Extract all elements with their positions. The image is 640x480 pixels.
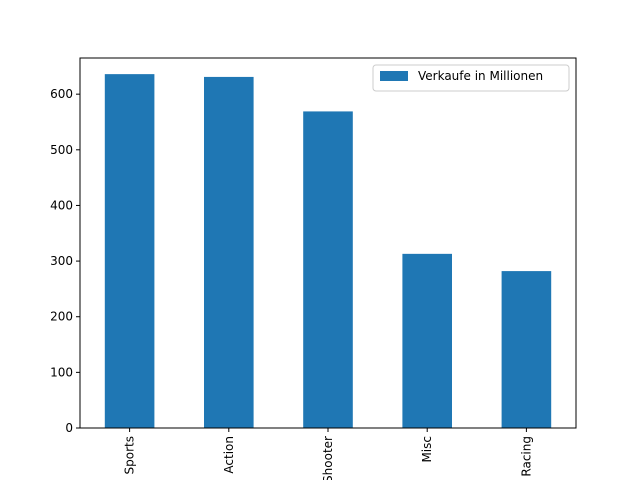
y-axis: 0 100 200 300 400 500 600	[50, 87, 80, 435]
x-tick-label-misc: Misc	[420, 436, 434, 463]
x-tick-label-shooter: Shooter	[321, 436, 335, 480]
bars-layer	[104, 74, 552, 428]
bar-action	[204, 76, 254, 428]
legend-box	[372, 64, 570, 92]
legend-label: Verkaufe in Millionen	[418, 69, 543, 83]
x-tick-label-racing: Racing	[519, 436, 533, 477]
y-tick-label: 500	[50, 143, 73, 157]
x-axis: Sports Action Shooter Misc Racing	[123, 428, 533, 480]
bar-shooter	[303, 111, 353, 428]
y-tick-label: 200	[50, 310, 73, 324]
legend: Verkaufe in Millionen	[372, 64, 570, 92]
bar-racing	[501, 271, 552, 428]
plot-frame	[79, 57, 577, 429]
bar-misc	[402, 253, 452, 428]
y-tick-label: 600	[50, 87, 73, 101]
y-tick-label: 0	[65, 421, 73, 435]
bar-sports	[104, 74, 155, 428]
y-tick-label: 400	[50, 198, 73, 212]
legend-swatch	[380, 71, 408, 81]
y-tick-label: 100	[50, 365, 73, 379]
x-tick-label-action: Action	[222, 436, 236, 474]
x-tick-label-sports: Sports	[123, 436, 137, 474]
y-tick-label: 300	[50, 254, 73, 268]
